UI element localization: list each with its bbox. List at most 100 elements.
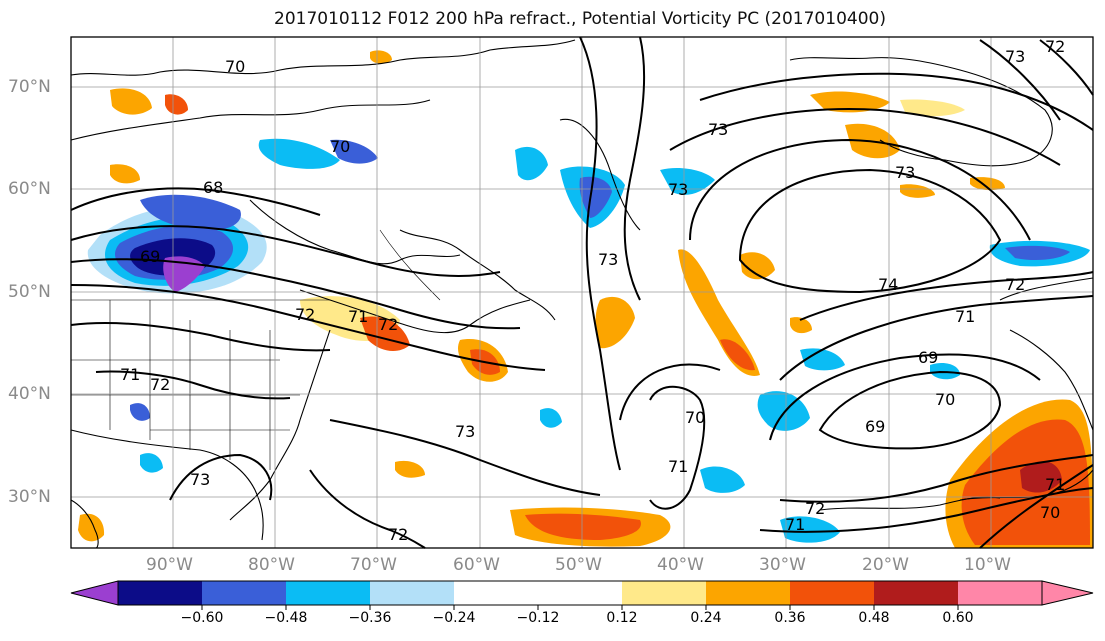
pv-positive-region — [165, 94, 188, 115]
isoline — [779, 295, 1094, 381]
pv-positive-region — [110, 164, 140, 184]
pv-positive-region — [595, 296, 635, 349]
lon-label-50w: 50°W — [555, 555, 602, 575]
pv-negative-region — [130, 403, 150, 421]
contour-label: 73 — [1005, 47, 1025, 66]
pv-positive-region — [78, 513, 105, 542]
contour-label: 72 — [150, 375, 170, 394]
isoline — [70, 187, 321, 216]
colorbar-segment — [874, 581, 958, 605]
isoline — [70, 225, 501, 277]
colorbar-segment — [202, 581, 286, 605]
contour-label: 73 — [668, 180, 688, 199]
lat-label-70n: 70°N — [8, 77, 51, 97]
contour-label: 70 — [330, 137, 350, 156]
isoline — [769, 353, 1041, 441]
lat-label-40n: 40°N — [8, 384, 51, 404]
pv-positive-region — [720, 339, 755, 371]
pv-negative-region — [780, 516, 840, 543]
pv-positive-region — [1020, 461, 1062, 493]
coastline — [70, 499, 99, 549]
pv-positive-region — [678, 249, 760, 376]
contour-label: 69 — [865, 417, 885, 436]
contour-label: 70 — [935, 390, 955, 409]
colorbar-label: 0.48 — [858, 610, 890, 626]
contour-label: 69 — [140, 247, 160, 266]
pv-negative-region — [660, 168, 715, 195]
colorbar-segment — [454, 581, 538, 605]
isoline — [309, 469, 426, 549]
pv-negative-region — [140, 194, 241, 231]
colorbar-arrow-right — [1041, 580, 1094, 606]
pv-positive-region — [395, 460, 425, 478]
isoline — [669, 108, 1061, 166]
contour-label: 70 — [225, 57, 245, 76]
colorbar-label: 0.24 — [690, 610, 722, 626]
contour-label: 70 — [1040, 503, 1060, 522]
isoline — [979, 464, 1094, 549]
isoline — [738, 168, 1002, 294]
colorbar-segment — [622, 581, 706, 605]
isoline-labels: 72 73 70 68 69 73 73 73 73 74 72 71 69 7… — [120, 37, 1065, 544]
colorbar-segment — [538, 581, 622, 605]
pv-positive-region — [740, 252, 775, 280]
lon-label-80w: 80°W — [248, 555, 295, 575]
pv-positive-region — [370, 50, 392, 64]
contour-label: 72 — [805, 499, 825, 518]
lat-label-30n: 30°N — [8, 487, 51, 507]
colorbar — [70, 580, 1094, 610]
lon-label-20w: 20°W — [862, 555, 909, 575]
isolines — [70, 36, 1094, 549]
pv-positive-region — [810, 91, 890, 113]
coastline — [399, 229, 556, 321]
lon-label-40w: 40°W — [657, 555, 704, 575]
isoline — [95, 370, 291, 400]
pv-positive-region — [900, 184, 935, 198]
lon-label-60w: 60°W — [453, 555, 500, 575]
contour-label: 71 — [120, 365, 140, 384]
contour-label: 73 — [895, 163, 915, 182]
coastline — [70, 39, 576, 76]
isoline — [623, 36, 646, 301]
contour-label: 71 — [955, 307, 975, 326]
contour-label: 72 — [378, 315, 398, 334]
pv-negative-region — [163, 256, 205, 292]
isoline — [979, 39, 1061, 121]
colorbar-label: −0.12 — [516, 610, 560, 626]
border-line — [379, 229, 441, 301]
map-frame — [70, 36, 1094, 549]
isoline — [619, 363, 721, 421]
pv-negative-region — [757, 391, 810, 431]
isoline — [579, 36, 621, 471]
pv-negative-region — [579, 176, 612, 218]
pv-positive-region — [525, 513, 641, 540]
contour-label: 73 — [598, 250, 618, 269]
lon-label-90w: 90°W — [146, 555, 193, 575]
pv-negative-region — [1005, 245, 1070, 260]
coastline — [299, 289, 531, 334]
colorbar-segment — [958, 581, 1042, 605]
pv-negative-region — [800, 348, 845, 371]
contour-label: 73 — [708, 120, 728, 139]
contour-label: 72 — [1005, 275, 1025, 294]
colorbar-label: −0.36 — [348, 610, 392, 626]
lon-label-30w: 30°W — [759, 555, 806, 575]
map-title: 2017010112 F012 200 hPa refract., Potent… — [274, 9, 886, 29]
pv-negative-region — [140, 453, 163, 473]
lat-label-50n: 50°N — [8, 282, 51, 302]
lon-label-10w: 10°W — [964, 555, 1011, 575]
contour-label: 68 — [203, 178, 223, 197]
colorbar-segment — [286, 581, 370, 605]
coastline — [70, 99, 431, 141]
pv-negative-region — [330, 139, 378, 164]
contour-label: 72 — [1045, 37, 1065, 56]
contour-label: 72 — [388, 525, 408, 544]
isoline — [699, 72, 1094, 131]
pv-negative-region — [515, 146, 548, 181]
pv-negative-region — [258, 138, 340, 169]
lat-label-60n: 60°N — [8, 179, 51, 199]
coastline — [1009, 329, 1094, 431]
coastline — [70, 429, 264, 541]
pv-negative-region — [540, 408, 562, 428]
colorbar-segment — [790, 581, 874, 605]
